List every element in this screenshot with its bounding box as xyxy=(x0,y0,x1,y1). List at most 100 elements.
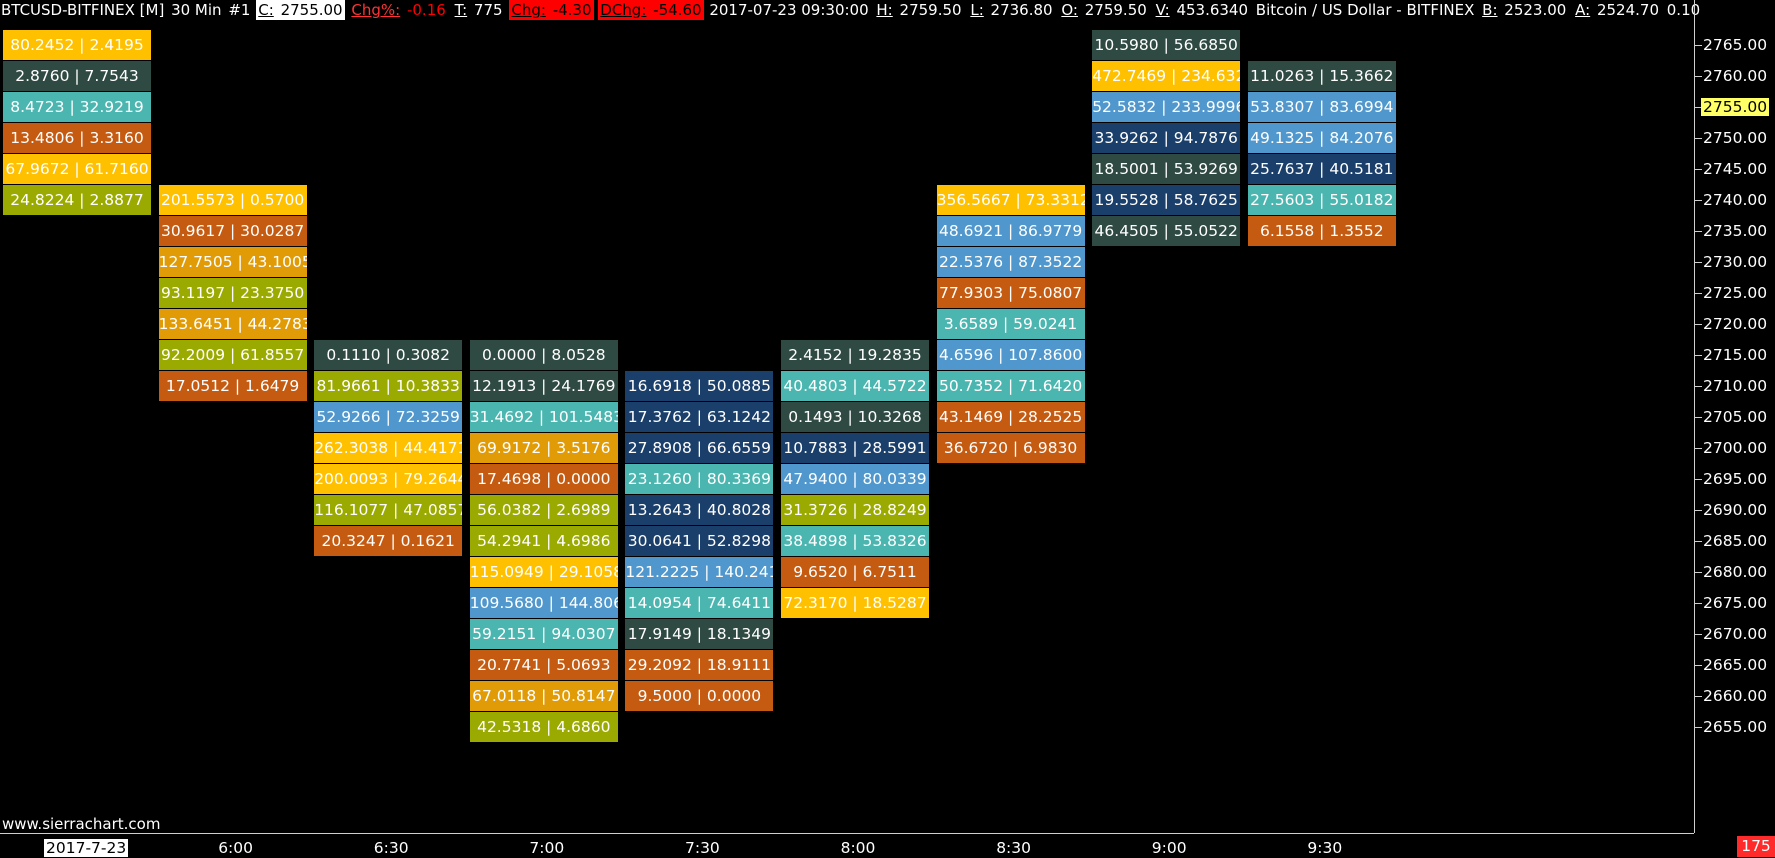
footprint-cell: 40.4803 | 44.5722 xyxy=(781,371,929,401)
bar-datetime: 2017-07-23 09:30:00 xyxy=(709,1,869,19)
chg-value: -4.30 xyxy=(552,1,592,19)
footprint-cell: 27.8908 | 66.6559 xyxy=(625,433,774,463)
price-tick xyxy=(1695,417,1702,418)
chart-header: BTCUSD-BITFINEX [M] 30 Min #1 C: 2755.00… xyxy=(0,0,1700,20)
price-tick xyxy=(1695,76,1702,77)
price-label: 2665.00 xyxy=(1703,656,1768,674)
footprint-cell: 121.2225 | 140.2417 xyxy=(625,557,774,587)
timeframe[interactable]: 30 Min xyxy=(171,1,222,19)
chg-readout: Chg: -4.30 xyxy=(509,0,594,20)
footprint-cell: 33.9262 | 94.7876 xyxy=(1092,123,1241,153)
price-axis[interactable]: 2765.00 2760.00 2755.00 2750.00 2745.00 2740.… xyxy=(1694,0,1775,833)
price-tick xyxy=(1695,45,1702,46)
chg-label: Chg: xyxy=(511,1,546,19)
footprint-cell: 9.6520 | 6.7511 xyxy=(781,557,929,587)
footprint-cell: 356.5667 | 73.3312 xyxy=(936,185,1085,215)
footprint-cell: 29.2092 | 18.9111 xyxy=(625,650,774,680)
footprint-cell: 30.9617 | 30.0287 xyxy=(158,216,307,246)
footprint-cell: 56.0382 | 2.6989 xyxy=(469,495,618,525)
footprint-cell: 19.5528 | 58.7625 xyxy=(1092,185,1241,215)
time-label: 6:30 xyxy=(373,839,409,857)
footprint-chart-area[interactable]: 80.2452 | 2.4195 2.8760 | 7.7543 8.4723 | … xyxy=(0,0,1694,833)
symbol-description: Bitcoin / US Dollar - BITFINEX xyxy=(1255,1,1475,19)
footprint-cell: 18.5001 | 53.9269 xyxy=(1092,154,1241,184)
price-label: 2695.00 xyxy=(1703,470,1768,488)
open-value: 2759.50 xyxy=(1084,1,1147,19)
footprint-cell: 0.0000 | 8.0528 xyxy=(469,340,618,370)
price-tick xyxy=(1695,479,1702,480)
footprint-cell: 17.3762 | 63.1242 xyxy=(625,402,774,432)
corner-indicator: 175 xyxy=(1737,836,1775,857)
footprint-cell: 133.6451 | 44.2783 xyxy=(158,309,307,339)
price-tick xyxy=(1695,107,1702,108)
price-label: 2670.00 xyxy=(1703,625,1768,643)
footprint-cell: 11.0263 | 15.3662 xyxy=(1247,61,1396,91)
footprint-cell: 4.6596 | 107.8600 xyxy=(936,340,1085,370)
ask-readout: A: 2524.70 xyxy=(1573,0,1661,20)
price-label: 2715.00 xyxy=(1703,346,1768,364)
volume-readout: V: 453.6340 xyxy=(1154,0,1250,20)
price-label: 2660.00 xyxy=(1703,687,1768,705)
footprint-cell: 43.1469 | 28.2525 xyxy=(936,402,1085,432)
footprint-cell: 17.4698 | 0.0000 xyxy=(469,464,618,494)
footprint-cell: 81.9661 | 10.3833 xyxy=(314,371,463,401)
price-tick xyxy=(1695,696,1702,697)
price-label: 2675.00 xyxy=(1703,594,1768,612)
price-tick xyxy=(1695,138,1702,139)
low-readout: L: 2736.80 xyxy=(968,0,1054,20)
tick-size: 0.1000 xyxy=(1666,1,1700,19)
low-value: 2736.80 xyxy=(990,1,1053,19)
footprint-cell: 16.6918 | 50.0885 xyxy=(625,371,774,401)
price-tick xyxy=(1695,510,1702,511)
footprint-cell: 46.4505 | 55.0522 xyxy=(1092,216,1241,246)
low-label: L: xyxy=(970,1,984,19)
time-label: 8:30 xyxy=(996,839,1031,857)
price-label: 2705.00 xyxy=(1703,408,1768,426)
price-tick xyxy=(1695,603,1702,604)
price-tick xyxy=(1695,355,1702,356)
time-label: 7:30 xyxy=(684,839,720,857)
high-label: H: xyxy=(876,1,893,19)
open-label: O: xyxy=(1061,1,1078,19)
footprint-cell: 52.5832 | 233.9996 xyxy=(1092,92,1241,122)
footprint-cell: 24.8224 | 2.8877 xyxy=(3,185,151,215)
time-label: 6:00 xyxy=(218,839,253,857)
footprint-cell: 0.1110 | 0.3082 xyxy=(314,340,463,370)
footprint-cell: 9.5000 | 0.0000 xyxy=(625,681,774,711)
watermark: www.sierrachart.com xyxy=(2,815,161,833)
price-tick xyxy=(1695,572,1702,573)
close-label: C: xyxy=(258,1,274,19)
volume-value: 453.6340 xyxy=(1176,1,1249,19)
footprint-cell: 47.9400 | 80.0339 xyxy=(781,464,929,494)
footprint-cell: 6.1558 | 1.3552 xyxy=(1247,216,1396,246)
price-label: 2655.00 xyxy=(1703,718,1768,736)
price-label: 2735.00 xyxy=(1703,222,1768,240)
footprint-cell: 201.5573 | 0.5700 xyxy=(158,185,307,215)
footprint-cell: 38.4898 | 53.8326 xyxy=(781,526,929,556)
footprint-cell: 49.1325 | 84.2076 xyxy=(1247,123,1396,153)
footprint-cell: 31.3726 | 28.8249 xyxy=(781,495,929,525)
footprint-cell: 50.7352 | 71.6420 xyxy=(936,371,1085,401)
price-label: 2690.00 xyxy=(1703,501,1768,519)
footprint-cell: 80.2452 | 2.4195 xyxy=(3,30,151,60)
price-label: 2750.00 xyxy=(1703,129,1768,147)
footprint-cell: 77.9303 | 75.0807 xyxy=(936,278,1085,308)
footprint-cell: 20.3247 | 0.1621 xyxy=(314,526,463,556)
price-tick xyxy=(1695,200,1702,201)
footprint-cell: 69.9172 | 3.5176 xyxy=(469,433,618,463)
symbol-name[interactable]: BTCUSD-BITFINEX [M] xyxy=(1,1,165,19)
footprint-cell: 22.5376 | 87.3522 xyxy=(936,247,1085,277)
footprint-cell: 109.5680 | 144.8062 xyxy=(469,588,618,618)
chart-number: #1 xyxy=(228,1,251,19)
time-axis[interactable]: 2017-7-23 6:00 6:30 7:00 7:30 8:00 8:30 9:00 9:… xyxy=(0,833,1694,858)
footprint-cell: 67.9672 | 61.7160 xyxy=(3,154,151,184)
footprint-cell: 20.7741 | 5.0693 xyxy=(469,650,618,680)
footprint-cell: 92.2009 | 61.8557 xyxy=(158,340,307,370)
time-label: 7:00 xyxy=(529,839,565,857)
price-tick xyxy=(1695,386,1702,387)
footprint-cell: 13.4806 | 3.3160 xyxy=(3,123,151,153)
footprint-cell: 67.0118 | 50.8147 xyxy=(469,681,618,711)
time-label: 9:30 xyxy=(1307,839,1343,857)
footprint-cell: 31.4692 | 101.5483 xyxy=(469,402,618,432)
price-label: 2730.00 xyxy=(1703,253,1768,271)
